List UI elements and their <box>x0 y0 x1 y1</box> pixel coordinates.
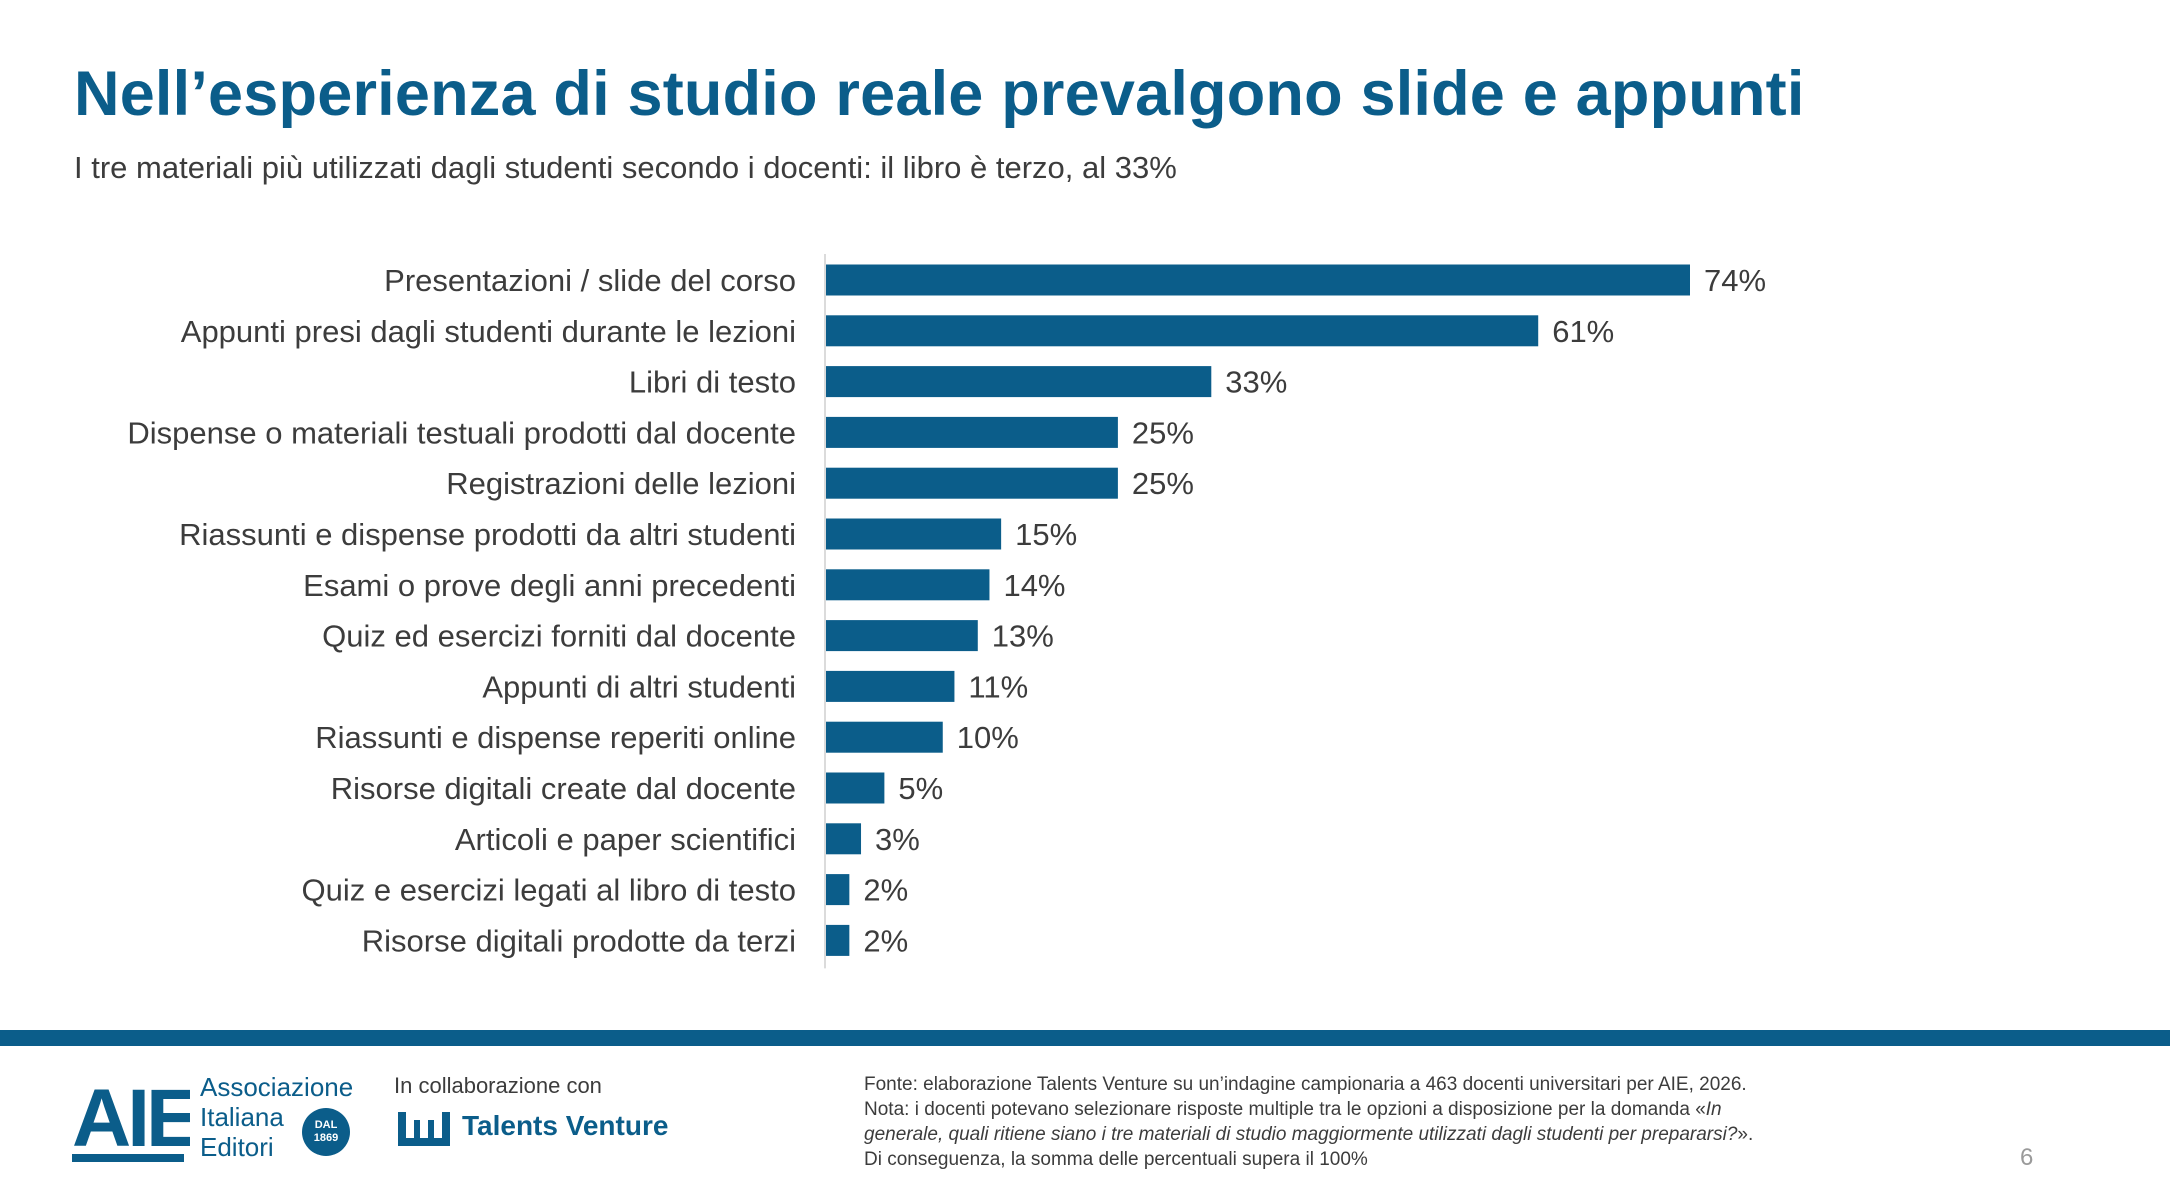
data-label: 11% <box>968 669 1028 704</box>
data-label: 2% <box>863 873 908 908</box>
category-label: Risorse digitali create dal docente <box>331 771 796 806</box>
bar <box>826 772 885 804</box>
category-label: Riassunti e dispense reperiti online <box>315 720 796 755</box>
category-label: Registrazioni delle lezioni <box>446 466 796 501</box>
note-text: Nota: i docenti potevano selezionare ris… <box>864 1099 1706 1120</box>
aie-name-line: Associazione <box>200 1072 354 1102</box>
data-label: 10% <box>957 720 1019 755</box>
aie-name-line: Editori <box>200 1132 274 1162</box>
bar <box>826 569 990 601</box>
aie-logo-text: AIE <box>72 1074 190 1164</box>
data-label: 25% <box>1132 466 1194 501</box>
note-line: Di conseguenza, la somma delle percentua… <box>864 1149 1368 1170</box>
bar-chart: Presentazioni / slide del corso 74% Appunt… <box>127 254 1766 969</box>
badge-year: 1869 <box>313 1132 339 1144</box>
aie-logo-icon: AIE <box>72 1074 190 1164</box>
page-subtitle: I tre materiali più utilizzati dagli stu… <box>74 150 1177 185</box>
data-label: 74% <box>1704 263 1766 298</box>
data-label: 33% <box>1225 365 1287 400</box>
footer-divider <box>0 1030 2170 1046</box>
note-question: In <box>1705 1099 1722 1120</box>
category-label: Quiz ed esercizi forniti dal docente <box>322 619 796 654</box>
bar <box>826 467 1118 499</box>
category-label: Dispense o materiali testuali prodotti d… <box>127 415 796 450</box>
note-line: generale, quali ritiene siano i tre mate… <box>864 1122 1884 1147</box>
note-text: ». <box>1737 1124 1754 1145</box>
data-label: 14% <box>1003 568 1065 603</box>
bar <box>826 721 943 753</box>
category-label: Articoli e paper scientifici <box>455 822 796 857</box>
category-label: Quiz e esercizi legati al libro di testo <box>301 873 796 908</box>
bar <box>826 315 1539 347</box>
source-notes: Fonte: elaborazione Talents Venture su u… <box>864 1072 1884 1172</box>
badge-text: DAL <box>314 1119 338 1131</box>
category-label: Riassunti e dispense prodotti da altri s… <box>179 517 796 552</box>
page-title: Nell’esperienza di studio reale prevalgo… <box>74 59 1805 129</box>
data-label: 13% <box>992 619 1054 654</box>
bar <box>826 264 1690 296</box>
aie-founded-badge: DAL 1869 <box>302 1108 350 1156</box>
partner-name: Talents Venture <box>462 1110 669 1141</box>
data-label: 61% <box>1552 314 1614 349</box>
aie-name-line: Italiana <box>200 1102 284 1132</box>
category-label: Libri di testo <box>629 365 796 400</box>
category-label: Appunti di altri studenti <box>482 669 796 704</box>
category-label: Esami o prove degli anni precedenti <box>303 568 796 603</box>
data-label: 2% <box>863 923 908 958</box>
data-label: 5% <box>898 771 943 806</box>
data-label: 15% <box>1015 517 1077 552</box>
bar <box>826 416 1118 448</box>
note-question: generale, quali ritiene siano i tre mate… <box>864 1124 1738 1145</box>
bar <box>826 620 978 652</box>
category-label: Presentazioni / slide del corso <box>384 263 796 298</box>
data-label: 25% <box>1132 415 1194 450</box>
bar <box>826 670 955 702</box>
bar <box>826 366 1212 398</box>
category-label: Risorse digitali prodotte da terzi <box>362 923 796 958</box>
source-line: Fonte: elaborazione Talents Venture su u… <box>864 1074 1747 1095</box>
bar <box>826 518 1002 550</box>
category-label: Appunti presi dagli studenti durante le … <box>181 314 796 349</box>
page-number: 6 <box>2020 1144 2034 1171</box>
data-label: 3% <box>875 822 920 857</box>
note-line: Nota: i docenti potevano selezionare ris… <box>864 1097 1884 1122</box>
bar <box>826 874 850 906</box>
aie-name: Associazione Italiana Editori <box>200 1072 353 1162</box>
bar <box>826 823 862 855</box>
talents-venture-logo-icon <box>398 1112 450 1146</box>
bar <box>826 924 850 956</box>
collaboration-label: In collaborazione con <box>394 1073 602 1098</box>
